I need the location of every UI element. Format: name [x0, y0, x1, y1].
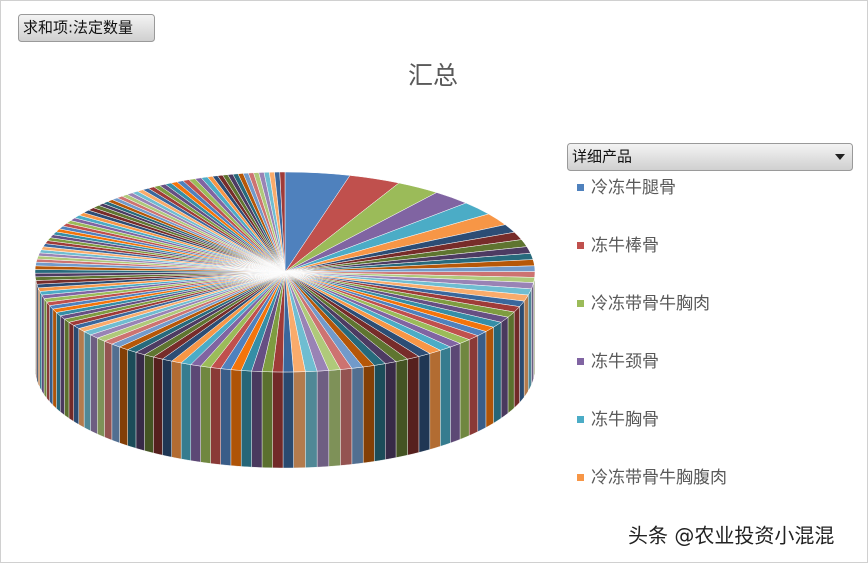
legend-marker: [577, 242, 584, 249]
pie-slice-side: [52, 308, 57, 409]
pie-slice-side: [135, 352, 145, 451]
pie-slice-side: [477, 331, 487, 432]
pie-slice-side: [507, 311, 515, 414]
field-button-label[interactable]: 求和项:法定数量: [23, 19, 133, 37]
pie-slice-side: [43, 297, 47, 399]
legend-marker: [577, 300, 584, 307]
pie-slice-side: [440, 346, 451, 447]
pie-slice-side: [528, 288, 532, 392]
pie-slice-side: [90, 334, 98, 435]
legend-marker: [577, 474, 584, 481]
pie-slice-side: [119, 346, 128, 446]
pie-walls: [34, 271, 536, 469]
watermark: 头条 @农业投资小混混: [628, 524, 834, 548]
pie-slice-side: [513, 306, 520, 409]
pie-slice-side: [500, 316, 509, 419]
pie-slice-side: [450, 343, 461, 444]
pie-slice-side: [104, 340, 113, 441]
pie-slice-side: [78, 328, 85, 428]
pie-slice-side: [374, 363, 386, 462]
pie-slice-side: [523, 294, 529, 398]
pie-slice-side: [230, 369, 242, 467]
legend-label: 冷冻带骨牛胸肉: [591, 294, 710, 314]
pie-slice-side: [56, 312, 61, 413]
pie-slice-side: [64, 318, 70, 419]
pie-tops: [34, 171, 536, 373]
pie-slice-side: [60, 315, 65, 416]
pie-slice-side: [240, 370, 252, 468]
pie-slice-side: [251, 370, 263, 468]
pie-slice-side: [220, 368, 232, 466]
pie-slice-side: [180, 362, 191, 461]
legend-label: 冷冻牛腿骨: [591, 178, 676, 198]
pie-slice-side: [261, 371, 273, 469]
pie-slice-side: [293, 371, 306, 469]
pie-slice-side: [340, 368, 353, 466]
pie-slice-side: [153, 356, 163, 456]
pie-slice-side: [418, 353, 431, 453]
pie-slice-side: [162, 358, 172, 458]
pie: [34, 171, 536, 469]
pie-slice-side: [73, 325, 79, 425]
pie-slice-side: [282, 371, 294, 469]
pie-slice-side: [39, 291, 42, 392]
pie-slice-side: [531, 282, 534, 385]
legend-dropdown[interactable]: [567, 143, 853, 171]
pie-slice-side: [362, 365, 375, 464]
pie-slice-side: [459, 339, 470, 440]
legend-marker: [577, 184, 584, 191]
legend-marker: [577, 358, 584, 365]
pie-slice-side: [144, 354, 154, 454]
pie-slice-side: [111, 343, 120, 444]
pie-slice-side: [41, 294, 45, 396]
legend-marker: [577, 416, 584, 423]
legend-title[interactable]: 详细产品: [572, 148, 632, 166]
pie-slice-side: [395, 358, 408, 458]
pie-slice-side: [351, 366, 364, 465]
legend-label: 冷冻带骨牛胸腹肉: [591, 468, 727, 488]
pie-slice-side: [305, 370, 318, 468]
pie-slice-side: [272, 371, 284, 469]
pie-slice-side: [171, 360, 182, 460]
pie-slice-side: [407, 356, 420, 456]
legend-label: 冻牛棒骨: [591, 236, 659, 256]
dropdown-arrow[interactable]: [835, 154, 845, 160]
pie-slice-side: [316, 370, 330, 468]
pie-slice-side: [493, 321, 502, 424]
pie-slice-side: [37, 287, 40, 388]
pie-slice-side: [385, 361, 397, 460]
pie-slice-side: [46, 301, 50, 403]
pie-slice-side: [429, 350, 441, 450]
pie-slice: [279, 171, 286, 273]
pie-slice-side: [328, 369, 341, 467]
pie-slice-side: [83, 331, 91, 432]
legend-label: 冻牛颈骨: [591, 352, 659, 372]
pie-slice-side: [210, 367, 221, 465]
pie-slice-side: [519, 300, 525, 404]
pie-slice-side: [200, 365, 211, 464]
pie-slice-side: [485, 326, 494, 428]
legend-label: 冻牛胸骨: [591, 410, 659, 430]
chart-title: 汇总: [408, 61, 458, 90]
pie-slice-side: [97, 337, 105, 438]
field-button[interactable]: [18, 14, 155, 42]
pie-slice-side: [127, 349, 137, 449]
pie-slice-side: [468, 335, 478, 436]
pie-slice-side: [49, 305, 54, 406]
pie-slice-side: [68, 321, 74, 422]
pie-slice-side: [190, 364, 201, 463]
